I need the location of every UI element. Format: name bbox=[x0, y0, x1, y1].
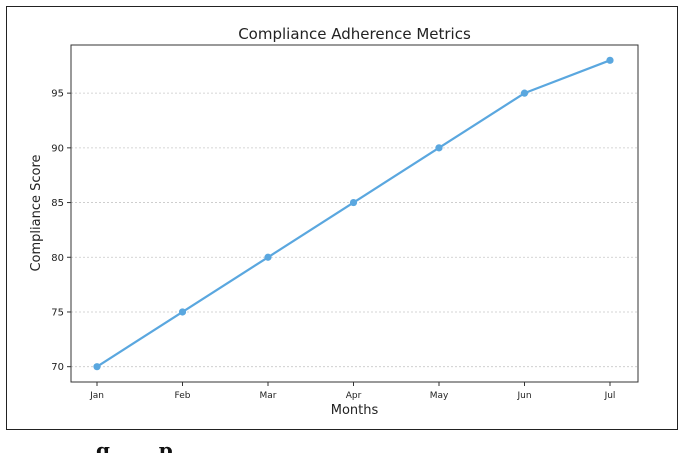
data-point bbox=[349, 198, 358, 207]
x-tick-label: Mar bbox=[260, 391, 277, 401]
x-tick-label: Jan bbox=[89, 391, 104, 401]
y-tick-label: 70 bbox=[51, 362, 64, 373]
series-layer bbox=[93, 56, 614, 371]
x-tick-label: Jul bbox=[604, 391, 616, 401]
y-ticks: 70 75 80 85 90 95 bbox=[51, 89, 71, 373]
y-axis-label: Compliance Score bbox=[29, 154, 44, 271]
series-line bbox=[95, 59, 612, 368]
line-chart: 70 75 80 85 90 95 Jan Feb Mar Apr May Jun Jul Compl… bbox=[29, 25, 639, 418]
x-tick-label: Feb bbox=[175, 391, 191, 401]
grid-layer bbox=[71, 92, 638, 368]
x-tick-label: May bbox=[430, 391, 449, 401]
data-point bbox=[435, 144, 443, 152]
data-point bbox=[520, 89, 529, 97]
figure-frame: 70 75 80 85 90 95 Jan Feb Mar Apr May Jun Jul Compl… bbox=[6, 6, 678, 430]
x-axis-label: Months bbox=[331, 403, 379, 418]
data-point bbox=[93, 363, 101, 371]
y-tick-label: 85 bbox=[51, 198, 64, 209]
x-tick-label: Jun bbox=[516, 391, 531, 401]
y-tick-label: 95 bbox=[51, 89, 64, 100]
data-point bbox=[178, 308, 187, 316]
chart-title: Compliance Adherence Metrics bbox=[238, 25, 471, 43]
x-tick-label: Apr bbox=[346, 391, 362, 401]
x-ticks: Jan Feb Mar Apr May Jun Jul bbox=[89, 382, 615, 401]
y-tick-label: 80 bbox=[51, 253, 64, 264]
y-tick-label: 75 bbox=[51, 307, 64, 318]
data-point bbox=[606, 56, 614, 64]
caption-fragment: g p bbox=[96, 438, 173, 453]
data-point bbox=[264, 253, 272, 261]
y-tick-label: 90 bbox=[51, 143, 64, 154]
plot-area bbox=[70, 44, 639, 383]
